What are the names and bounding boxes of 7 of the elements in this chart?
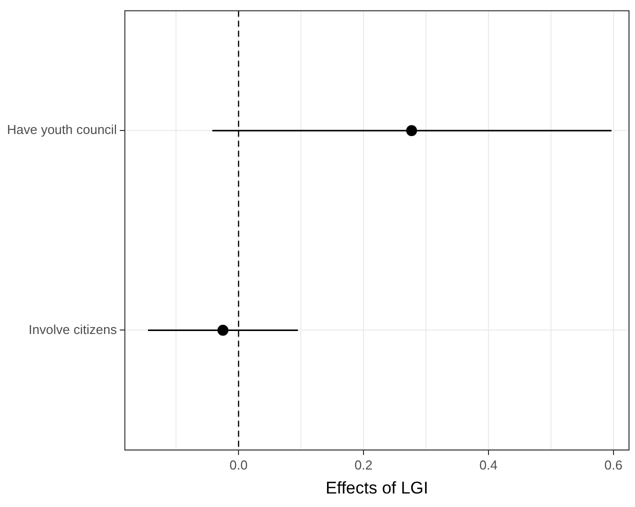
x-tick-label: 0.0 <box>230 457 248 472</box>
x-tick-label: 0.2 <box>354 457 373 472</box>
x-tick-label: 0.6 <box>604 457 622 472</box>
y-tick-label: Have youth council <box>6 122 117 138</box>
y-tick-label: Involve citizens <box>28 322 118 337</box>
x-tick-label: 0.4 <box>479 457 498 472</box>
x-axis-title: Effects of LGI <box>326 478 428 498</box>
